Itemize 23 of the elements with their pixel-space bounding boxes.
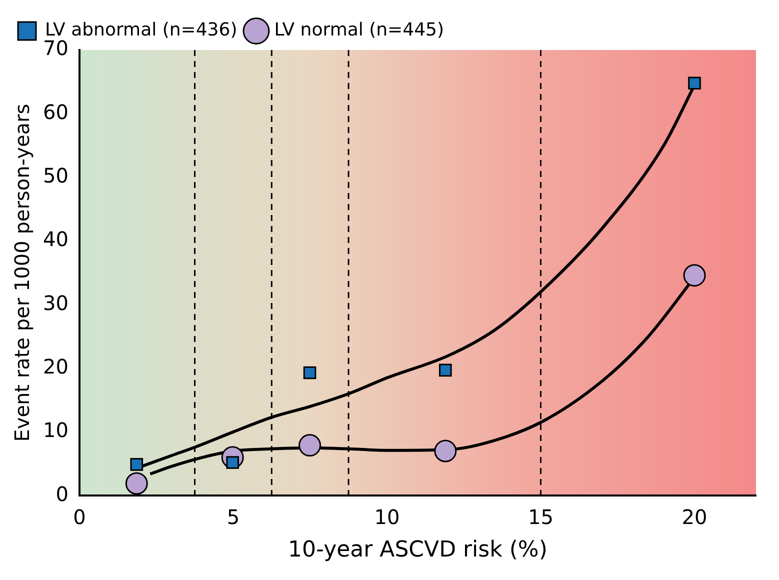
x-tick-label: 10	[374, 504, 400, 529]
point	[683, 264, 706, 287]
x-tick-label: 0	[73, 504, 86, 529]
x-tick-label: 15	[528, 504, 554, 529]
y-tick-label: 10	[42, 418, 68, 442]
point	[688, 76, 701, 90]
x-tick-label: 20	[682, 504, 708, 529]
point	[298, 434, 322, 457]
y-tick-label: 20	[42, 354, 68, 378]
point	[438, 364, 452, 377]
x-axis-title: 10-year ASCVD risk (%)	[288, 538, 548, 563]
y-axis-title: Event rate per 1000 person-years	[10, 104, 34, 442]
point	[434, 440, 457, 462]
x-tick-label: 5	[226, 504, 240, 529]
legend-label: LV normal (n=445)	[274, 20, 444, 41]
y-tick-label: 30	[42, 290, 68, 315]
point	[125, 472, 148, 495]
point	[130, 458, 144, 471]
y-tick-label: 60	[42, 100, 68, 124]
y-tick-label: 40	[42, 227, 68, 252]
y-tick-label: 0	[56, 482, 68, 506]
y-tick-label: 50	[42, 164, 68, 188]
point	[303, 366, 316, 380]
